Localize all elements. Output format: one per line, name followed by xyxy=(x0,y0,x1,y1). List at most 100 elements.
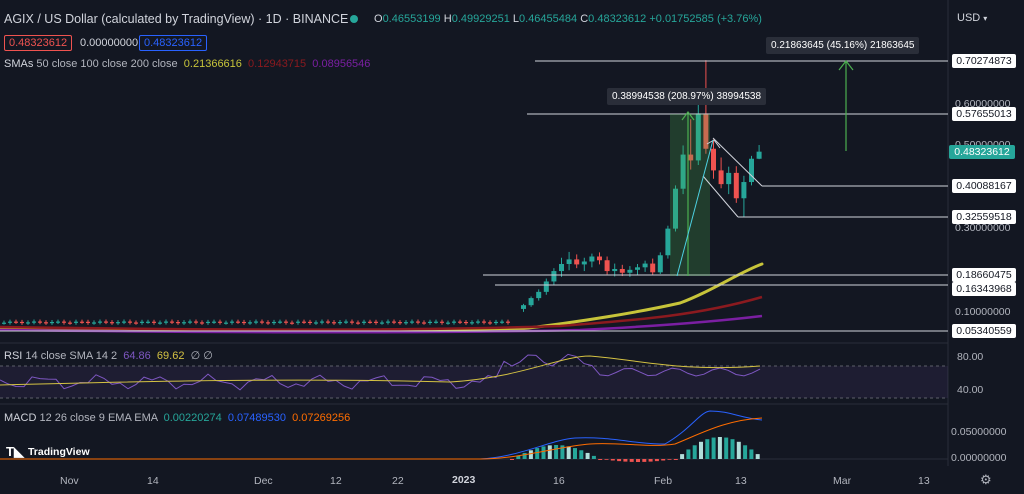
candle-body xyxy=(272,321,276,324)
candle-body xyxy=(176,322,180,324)
candle-body xyxy=(248,322,252,324)
macd-legend[interactable]: MACD 12 26 close 9 EMA EMA 0.00220274 0.… xyxy=(4,412,351,424)
symbol-title[interactable]: AGIX / US Dollar (calculated by TradingV… xyxy=(4,12,349,26)
macd-histogram-bar xyxy=(654,459,659,462)
candle-body xyxy=(543,281,549,292)
projection-arrowhead xyxy=(838,60,854,71)
macd-histogram-bar xyxy=(566,446,571,459)
candle-body xyxy=(152,321,156,323)
channel-line xyxy=(712,137,763,187)
time-label: Feb xyxy=(654,475,673,487)
macd-histogram-bar xyxy=(736,441,741,459)
sell-price-button[interactable]: 0.48323612 xyxy=(4,35,73,51)
drawings xyxy=(0,0,949,466)
candle-body xyxy=(110,322,114,324)
macd-histogram-bar xyxy=(724,437,729,459)
macd-histogram-bar xyxy=(541,446,546,459)
rsi-pane xyxy=(0,353,948,399)
candle-body xyxy=(356,322,360,324)
candle-body xyxy=(604,260,610,272)
candle-body xyxy=(242,321,246,324)
candle-body xyxy=(314,322,318,324)
tradingview-logo[interactable]: T◣ TradingView xyxy=(6,444,90,459)
candle-body xyxy=(404,322,408,324)
macd-histogram-bar xyxy=(749,449,754,459)
rsi-tick: 80.00 xyxy=(957,351,984,363)
candle-body xyxy=(398,322,402,324)
candle-body xyxy=(80,321,84,323)
level-label[interactable]: 0.40088167 xyxy=(952,179,1016,193)
rsi-legend[interactable]: RSI 14 close SMA 14 2 64.86 69.62 ∅ ∅ xyxy=(4,350,213,362)
candle-body xyxy=(612,268,618,272)
candle-body xyxy=(566,259,572,264)
level-label[interactable]: 0.70274873 xyxy=(952,54,1016,68)
macd-histogram-bar xyxy=(535,448,540,459)
last-price-label: 0.48323612 xyxy=(949,145,1015,159)
candle-body xyxy=(98,321,102,323)
sma-legend[interactable]: SMAs 50 close 100 close 200 close 0.2136… xyxy=(4,58,371,70)
candle-body xyxy=(688,154,694,161)
candle-body xyxy=(665,228,671,256)
candle-body xyxy=(254,321,258,323)
rsi-line xyxy=(0,353,761,391)
macd-pane xyxy=(0,410,948,462)
measure-label-big[interactable]: 0.38994538 (208.97%) 38994538 xyxy=(607,88,767,105)
candle-body xyxy=(32,321,36,323)
candle-body xyxy=(92,322,96,324)
level-label[interactable]: 0.32559518 xyxy=(952,210,1016,224)
macd-histogram-bar xyxy=(648,459,653,462)
sma100-line xyxy=(0,295,763,331)
measure-label-projected[interactable]: 0.21863645 (45.16%) 21863645 xyxy=(766,37,920,54)
candle-body xyxy=(581,261,587,265)
measure-arrowhead xyxy=(681,111,695,121)
currency-selector[interactable]: USD ▾ xyxy=(957,12,988,24)
macd-histogram-bar xyxy=(717,437,722,459)
candle-body xyxy=(20,321,24,324)
candle-body xyxy=(320,321,324,323)
candle-body xyxy=(14,321,18,323)
candle-body xyxy=(559,263,564,272)
candle-body xyxy=(726,172,732,185)
macd-histogram-bar xyxy=(510,459,514,460)
candle-body xyxy=(170,321,174,323)
candle-body xyxy=(104,321,108,323)
level-label[interactable]: 0.18660475 xyxy=(952,268,1016,282)
candle-body xyxy=(440,321,444,323)
candle-body xyxy=(464,321,468,324)
level-label[interactable]: 0.57655013 xyxy=(952,107,1016,121)
candle-body xyxy=(206,321,210,324)
candle-body xyxy=(368,321,372,323)
price-tick: 0.10000000 xyxy=(955,306,1011,318)
candle-body xyxy=(224,322,228,324)
candle-body xyxy=(74,321,78,323)
candle-body xyxy=(673,188,678,229)
macd-tick: 0.00000000 xyxy=(951,452,1007,464)
macd-histogram-bar xyxy=(617,459,622,462)
candle-body xyxy=(164,321,168,323)
candle-body xyxy=(597,256,602,261)
candle-body xyxy=(278,321,282,323)
candle-body xyxy=(589,256,595,262)
macd-histogram-bar xyxy=(547,445,552,459)
candle-body xyxy=(756,151,762,159)
candle-body xyxy=(500,321,504,323)
level-label[interactable]: 0.05340559 xyxy=(952,324,1016,338)
measure-box xyxy=(670,114,710,276)
macd-histogram-bar xyxy=(755,454,760,459)
buy-price-button[interactable]: 0.48323612 xyxy=(139,35,208,51)
level-label[interactable]: 0.16343968 xyxy=(952,282,1016,296)
time-label: 16 xyxy=(553,475,565,487)
candle-body xyxy=(680,154,686,189)
macd-histogram-bar xyxy=(743,445,748,459)
candle-body xyxy=(642,263,648,268)
channel-line xyxy=(702,175,739,218)
tradingview-logo-icon: T◣ xyxy=(6,444,24,459)
macd-line xyxy=(0,410,763,460)
sma50-line xyxy=(0,262,764,333)
settings-gear-icon[interactable]: ⚙ xyxy=(980,472,992,487)
candle-body xyxy=(134,322,138,324)
candle-body xyxy=(338,322,342,324)
candle-body xyxy=(733,172,739,199)
time-label: 14 xyxy=(147,475,159,487)
